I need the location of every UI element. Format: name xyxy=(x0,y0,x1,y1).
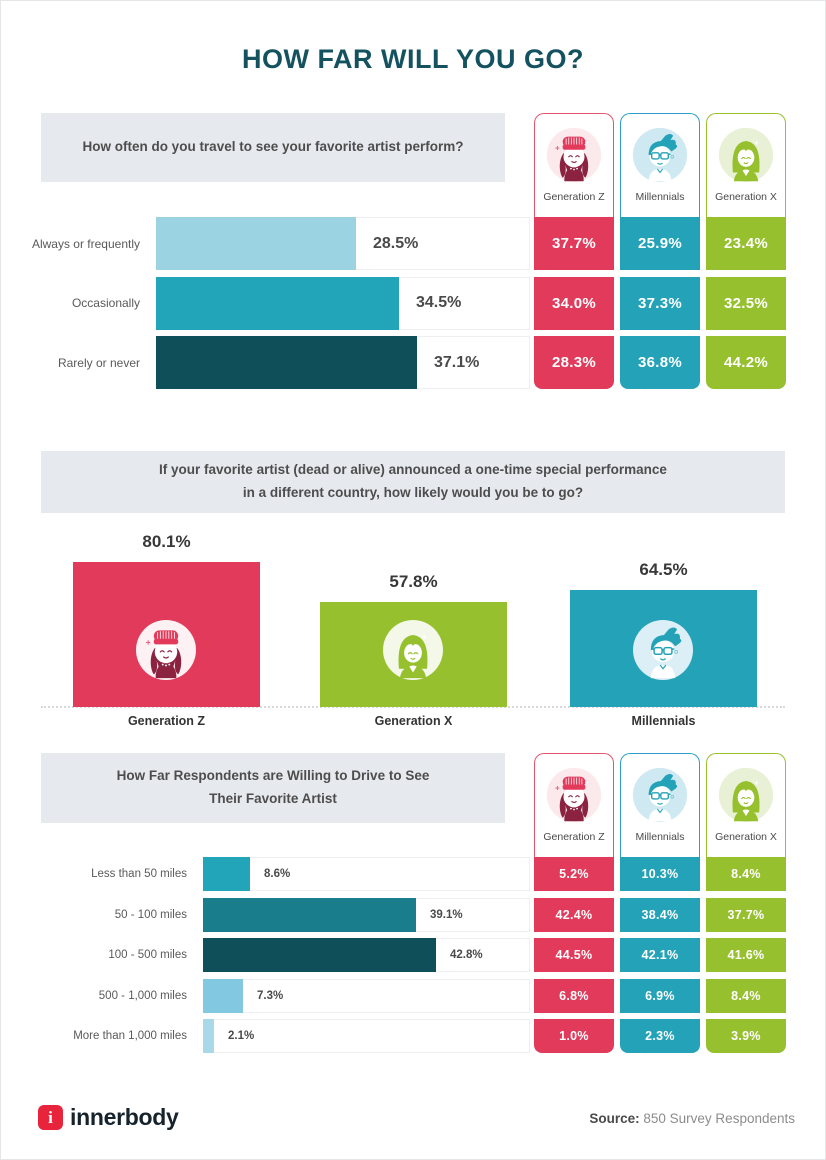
woman-bob-blazer-avatar-icon xyxy=(718,127,774,183)
table-cell-genx: 3.9% xyxy=(706,1019,786,1053)
axis-baseline xyxy=(41,706,785,708)
man-glasses-quiff-avatar-icon xyxy=(632,767,688,823)
vbar-category-label: Generation X xyxy=(374,714,453,728)
row-label: More than 1,000 miles xyxy=(73,1030,187,1042)
table-cell-genz: 28.3% xyxy=(534,336,614,389)
persona-label: Millennials xyxy=(635,191,685,203)
table-cell-genz: 6.8% xyxy=(534,978,614,1013)
young-woman-beanie-avatar-icon xyxy=(546,127,602,183)
table-cell-genx: 37.7% xyxy=(706,897,786,932)
persona-label: Millennials xyxy=(635,831,685,843)
woman-bob-blazer-avatar-icon xyxy=(718,767,774,823)
bar-track xyxy=(203,978,530,1013)
row-label: Always or frequently xyxy=(31,236,140,251)
vbar-value-label: 80.1% xyxy=(142,532,191,551)
question-box-one-time-performance: If your favorite artist (dead or alive) … xyxy=(41,451,785,513)
question-box-drive-distance: How Far Respondents are Willing to Drive… xyxy=(41,753,505,823)
young-woman-beanie-avatar-icon xyxy=(546,767,602,823)
woman-bob-blazer-avatar-icon xyxy=(383,620,443,680)
vbar-value-label: 57.8% xyxy=(389,572,438,591)
table-cell-millennials: 10.3% xyxy=(620,857,700,891)
man-glasses-quiff-avatar-icon xyxy=(632,127,688,183)
table-cell-millennials: 6.9% xyxy=(620,978,700,1013)
persona-label: Generation Z xyxy=(543,191,605,203)
table-cell-genz: 5.2% xyxy=(534,857,614,891)
bar xyxy=(203,897,416,932)
question-box-travel-frequency: How often do you travel to see your favo… xyxy=(41,113,505,182)
bar-value-label: 7.3% xyxy=(257,989,284,1002)
table-cell-millennials: 37.3% xyxy=(620,276,700,330)
bar-value-label: 34.5% xyxy=(416,294,462,311)
persona-card-genx: Generation X xyxy=(706,113,786,217)
persona-label: Generation X xyxy=(715,191,777,203)
table-cell-genx: 8.4% xyxy=(706,857,786,891)
table-cell-millennials: 36.8% xyxy=(620,336,700,389)
persona-card-genz: Generation Z xyxy=(534,113,614,217)
bar xyxy=(156,276,399,330)
vbar-category-label: Generation Z xyxy=(127,714,206,728)
persona-label: Generation X xyxy=(715,831,777,843)
bar-value-label: 28.5% xyxy=(373,234,419,252)
vbar-value-label: 64.5% xyxy=(639,560,688,579)
row-label: Rarely or never xyxy=(57,355,140,370)
bar xyxy=(156,217,356,270)
table-cell-genz: 37.7% xyxy=(534,217,614,270)
bar xyxy=(156,336,417,389)
table-cell-millennials: 38.4% xyxy=(620,897,700,932)
bar-value-label: 37.1% xyxy=(434,353,480,371)
persona-card-genz: Generation Z xyxy=(534,753,614,857)
page-title: HOW FAR WILL YOU GO? xyxy=(242,44,584,74)
vbar-category-label: Millennials xyxy=(631,714,696,728)
table-cell-genx: 8.4% xyxy=(706,978,786,1013)
row-label: 100 - 500 miles xyxy=(108,949,187,961)
row-label: 50 - 100 miles xyxy=(114,908,187,921)
innerbody-logo-text: innerbody xyxy=(70,1104,179,1130)
source-value-text: 850 Survey Respondents xyxy=(643,1111,795,1126)
persona-label: Generation Z xyxy=(543,831,605,843)
persona-card-genx: Generation X xyxy=(706,753,786,857)
table-cell-genx: 44.2% xyxy=(706,336,786,389)
table-cell-genz: 42.4% xyxy=(534,897,614,932)
table-cell-millennials: 2.3% xyxy=(620,1019,700,1053)
bar-value-label: 39.1% xyxy=(430,908,463,921)
row-label: Occasionally xyxy=(71,296,140,310)
persona-card-millennials: Millennials xyxy=(620,113,700,217)
table-cell-millennials: 42.1% xyxy=(620,938,700,972)
table-cell-genx: 41.6% xyxy=(706,938,786,972)
table-cell-genz: 1.0% xyxy=(534,1019,614,1053)
source-text: Source: 850 Survey Respondents xyxy=(589,1111,795,1126)
young-woman-beanie-avatar-icon xyxy=(136,620,196,680)
bar xyxy=(203,938,436,972)
row-label: Less than 50 miles xyxy=(91,868,187,880)
persona-card-millennials: Millennials xyxy=(620,753,700,857)
bar xyxy=(203,1019,214,1053)
innerbody-logo-icon: i xyxy=(38,1105,63,1130)
table-cell-genz: 44.5% xyxy=(534,938,614,972)
bar-track xyxy=(203,857,530,891)
row-label: 500 - 1,000 miles xyxy=(98,989,187,1002)
table-cell-genz: 34.0% xyxy=(534,276,614,330)
source-label: Source: xyxy=(589,1111,640,1126)
bar xyxy=(203,978,243,1013)
bar-value-label: 8.6% xyxy=(264,868,291,880)
table-cell-millennials: 25.9% xyxy=(620,217,700,270)
bar-value-label: 42.8% xyxy=(450,949,483,961)
bar-value-label: 2.1% xyxy=(228,1030,255,1042)
bar xyxy=(203,857,250,891)
table-cell-genx: 23.4% xyxy=(706,217,786,270)
man-glasses-quiff-avatar-icon xyxy=(633,620,693,680)
table-cell-genx: 32.5% xyxy=(706,276,786,330)
